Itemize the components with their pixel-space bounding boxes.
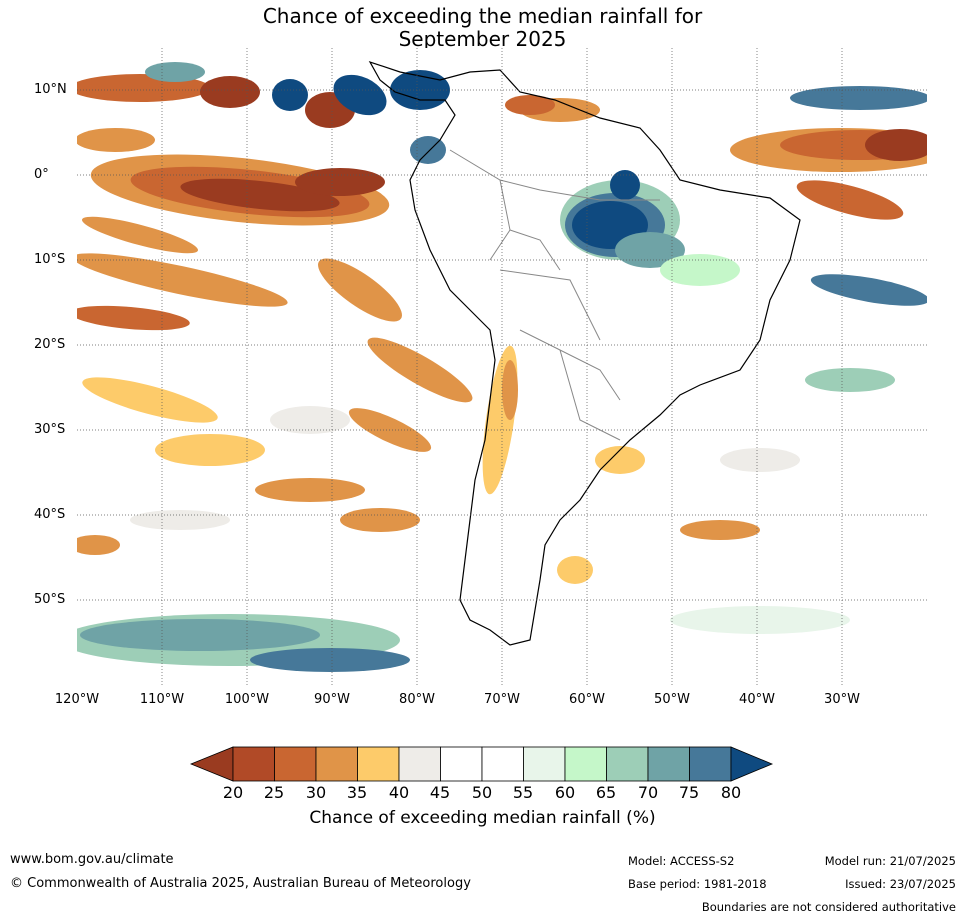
lon-label-80w: 80°W (399, 692, 435, 707)
dry-region-atlantic-south (796, 180, 904, 220)
colorbar-segment (274, 746, 317, 782)
colorbar-segment (315, 746, 358, 782)
wet-region-southern-ocean-mid (80, 619, 320, 651)
colorbar-tick-35: 35 (346, 783, 368, 802)
dry-band-11 (77, 535, 120, 555)
colorbar-tick-40: 40 (388, 783, 410, 802)
lat-label-40s: 40°S (34, 507, 66, 522)
issued-text: Issued: 23/07/2025 (845, 877, 956, 891)
lat-label-10s: 10°S (34, 252, 66, 267)
colorbar-tick-55: 55 (512, 783, 534, 802)
map-title-line1: Chance of exceeding the median rainfall … (262, 4, 703, 28)
colorbar-extend-low (190, 746, 234, 782)
colorbar-tick-75: 75 (678, 783, 700, 802)
website-link[interactable]: www.bom.gov.au/climate (10, 852, 174, 867)
lon-label-30w: 30°W (824, 692, 860, 707)
wet-region-north-pacific-2 (145, 62, 205, 82)
lat-label-50s: 50°S (34, 592, 66, 607)
dry-region-north-pacific-2 (200, 76, 260, 108)
lat-label-10n: 10°N (34, 82, 67, 97)
colorbar-segment (232, 746, 275, 782)
dry-band-10 (340, 508, 420, 532)
dry-band-3 (81, 216, 199, 254)
lon-label-50w: 50°W (654, 692, 690, 707)
disclaimer-text: Boundaries are not considered authoritat… (701, 900, 956, 914)
colorbar-title: Chance of exceeding median rainfall (%) (309, 808, 656, 828)
dry-band-4 (318, 258, 402, 322)
colorbar-tick-65: 65 (595, 783, 617, 802)
colorbar-tick-60: 60 (554, 783, 576, 802)
wet-region-caribbean (333, 74, 387, 116)
wet-region-atlantic-south (810, 274, 927, 306)
dry-region-uruguay (595, 446, 645, 474)
dry-band-7 (155, 434, 265, 466)
colorbar-tick-70: 70 (637, 783, 659, 802)
colorbar-segment (398, 746, 441, 782)
dry-region-venezuela-core (505, 95, 555, 115)
lon-label-110w: 110°W (139, 692, 185, 707)
dry-band-1 (77, 253, 288, 307)
colorbar-segment (647, 746, 690, 782)
neutral-region-1 (270, 406, 350, 434)
country-borders (449, 149, 660, 441)
colorbar-tick-30: 30 (305, 783, 327, 802)
colorbar-segment (440, 746, 483, 782)
model-run-text: Model run: 21/07/2025 (824, 854, 956, 868)
dry-band-6 (82, 377, 218, 423)
wet-region-atlantic-north (790, 86, 927, 110)
lat-label-20s: 20°S (34, 337, 66, 352)
colorbar-segment (523, 746, 566, 782)
lon-label-90w: 90°W (314, 692, 350, 707)
wet-region-north-pacific (272, 79, 308, 111)
dry-region-patagonia (557, 556, 593, 584)
dry-band-12 (77, 128, 155, 152)
colorbar (190, 746, 774, 782)
graticule (77, 48, 927, 685)
colorbar-tick-50: 50 (471, 783, 493, 802)
colorbar-tick-20: 20 (222, 783, 244, 802)
wet-region-southern-ocean-core (250, 648, 410, 672)
wet-region-brazil-east (660, 254, 740, 286)
wet-region-colombia-coast (410, 136, 446, 164)
dry-region-chile-core (502, 360, 518, 420)
wet-region-atlantic-2 (805, 368, 895, 392)
lon-label-60w: 60°W (569, 692, 605, 707)
dry-band-2 (77, 305, 190, 331)
colorbar-segment (606, 746, 649, 782)
colorbar-segment (481, 746, 524, 782)
colorbar-segment (564, 746, 607, 782)
colorbar-extend-high (730, 746, 774, 782)
colorbar-tick-80: 80 (720, 783, 742, 802)
south-america-coastline (368, 60, 801, 646)
wet-region-amazon-north (610, 170, 640, 200)
wet-region-south-atlantic-light (670, 606, 850, 634)
dry-band-8 (255, 478, 365, 502)
map-title-line2: September 2025 (398, 27, 567, 51)
colorbar-segment (357, 746, 400, 782)
dry-region-pacific-east (295, 168, 385, 196)
dry-band-5 (367, 337, 473, 403)
lon-label-100w: 100°W (224, 692, 270, 707)
colorbar-tick-45: 45 (429, 783, 451, 802)
dry-region-south-atlantic (680, 520, 760, 540)
lon-label-70w: 70°W (484, 692, 520, 707)
wet-region-amazon-east (615, 232, 685, 268)
neutral-region-2 (720, 448, 800, 472)
colorbar-tick-25: 25 (263, 783, 285, 802)
neutral-region-3 (130, 510, 230, 530)
model-text: Model: ACCESS-S2 (628, 854, 735, 868)
dry-region-atlantic-strong (865, 129, 927, 161)
colorbar-segment (689, 746, 732, 782)
copyright-text: © Commonwealth of Australia 2025, Austra… (10, 876, 471, 891)
base-period-text: Base period: 1981-2018 (628, 877, 767, 891)
lon-label-40w: 40°W (739, 692, 775, 707)
lon-label-120w: 120°W (54, 692, 100, 707)
dry-band-9 (348, 408, 432, 452)
lat-label-30s: 30°S (34, 422, 66, 437)
lat-label-0: 0° (34, 167, 49, 182)
